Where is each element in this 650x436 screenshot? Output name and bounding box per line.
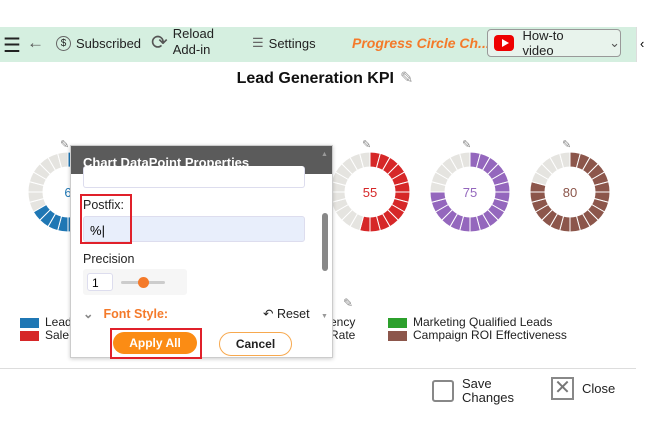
font-style-section[interactable]: ⌄ Font Style: xyxy=(83,307,169,321)
cancel-button[interactable]: Cancel xyxy=(219,332,292,356)
back-arrow-icon[interactable]: ← xyxy=(27,33,44,52)
donut-segment xyxy=(459,151,471,169)
edit-title-icon[interactable]: ✎ xyxy=(399,70,414,87)
postfix-input[interactable]: %| xyxy=(83,216,305,242)
donut-value-label: 80 xyxy=(563,185,577,200)
slider-handle[interactable] xyxy=(138,277,149,288)
legend-group-3: Marketing Qualified Leads Campaign ROI E… xyxy=(388,316,567,342)
edit-chart-icon: ✎ xyxy=(462,139,471,151)
chevron-down-icon: ⌄ xyxy=(609,35,620,50)
legend-item[interactable]: Marketing Qualified Leads xyxy=(388,316,567,329)
brand-title: Progress Circle Ch... xyxy=(352,35,490,51)
legend-group-1: Lead Sale xyxy=(20,316,72,342)
edit-chart-icon: ✎ xyxy=(562,139,571,151)
chart-datapoint-properties-dialog: Chart DataPoint Properties Postfix: %| P… xyxy=(70,145,333,359)
dollar-circle-icon: $ xyxy=(56,36,71,51)
chevron-down-icon: ⌄ xyxy=(83,307,94,321)
edit-chart-icon: ✎ xyxy=(60,139,69,151)
apply-all-button[interactable]: Apply All xyxy=(113,332,197,354)
highlight-box xyxy=(80,194,132,244)
donut-value-label: 75 xyxy=(463,185,477,200)
footer xyxy=(0,368,636,369)
menu-icon[interactable]: ☰ xyxy=(3,35,21,57)
legend-item[interactable]: Sale xyxy=(20,329,72,342)
legend-group-2: ency Rate xyxy=(330,316,355,342)
collapse-panel-icon[interactable]: ‹ xyxy=(636,27,650,62)
donut-segment xyxy=(559,151,571,169)
scrollbar-thumb[interactable] xyxy=(322,213,328,271)
reload-icon: ⟳ xyxy=(151,31,168,54)
legend-item[interactable]: Rate xyxy=(330,328,356,342)
legend-item[interactable]: Campaign ROI Effectiveness xyxy=(388,329,567,342)
sliders-icon: ☰ xyxy=(252,35,264,50)
subscribed-button[interactable]: $ Subscribed xyxy=(56,36,141,51)
postfix-label: Postfix: xyxy=(83,198,124,212)
reset-button[interactable]: ↶ Reset xyxy=(263,307,310,321)
precision-input[interactable]: 1 xyxy=(87,273,113,291)
legend-item[interactable]: ency xyxy=(330,315,356,329)
edit-legend-icon[interactable]: ✎ xyxy=(343,296,354,310)
close-button[interactable]: ✕ Close xyxy=(551,377,615,400)
progress-donut[interactable]: 75 ✎ xyxy=(429,139,511,233)
previous-field-input[interactable] xyxy=(83,166,305,188)
legend-item[interactable]: Lead xyxy=(20,316,72,329)
highlight-box xyxy=(110,328,202,359)
donut-segment xyxy=(359,151,371,169)
toolbar: ☰ ← $ Subscribed ⟳ Reload Add-in ☰ Settings … xyxy=(0,26,636,62)
edit-chart-icon: ✎ xyxy=(362,139,371,151)
save-changes-button[interactable]: Save Changes xyxy=(432,377,514,405)
save-icon xyxy=(432,380,454,402)
precision-label: Precision xyxy=(83,252,135,266)
progress-donut[interactable]: 80 ✎ xyxy=(529,139,611,233)
donut-value-label: 55 xyxy=(363,185,377,200)
precision-control: 1 xyxy=(83,269,187,295)
howto-video-dropdown[interactable]: How-to video ⌄ xyxy=(487,28,621,58)
dialog-scrollbar[interactable]: ▲ ▼ xyxy=(321,151,328,320)
donut-value-label: 6 xyxy=(64,185,71,200)
page-title: Lead Generation KPI ✎ xyxy=(236,70,414,87)
reload-addin-button[interactable]: ⟳ Reload Add-in xyxy=(151,26,214,57)
progress-donut[interactable]: 55 ✎ xyxy=(329,139,411,233)
youtube-icon xyxy=(494,35,515,51)
settings-button[interactable]: ☰ Settings xyxy=(252,35,316,51)
donut-segment xyxy=(57,151,69,169)
close-icon: ✕ xyxy=(551,377,574,400)
